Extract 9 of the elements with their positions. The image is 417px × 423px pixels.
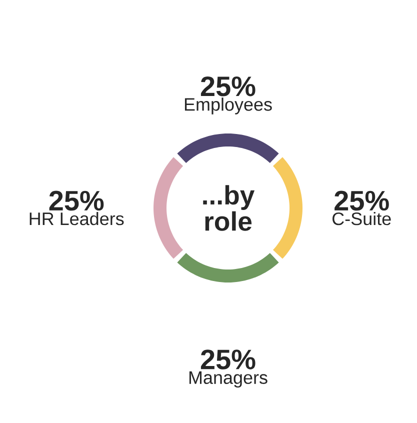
text: ...by role bbox=[203, 185, 255, 231]
slice-label: Managers bbox=[189, 371, 268, 388]
data-label: 25% bbox=[49, 190, 104, 211]
data-label: 25% bbox=[200, 350, 256, 370]
data-label: 25% bbox=[334, 190, 389, 211]
data-label: 25% bbox=[200, 76, 256, 96]
slice-label: C-Suite bbox=[332, 212, 391, 226]
slice-label: HR Leaders bbox=[30, 212, 124, 226]
slice-label: Employees bbox=[184, 98, 272, 114]
